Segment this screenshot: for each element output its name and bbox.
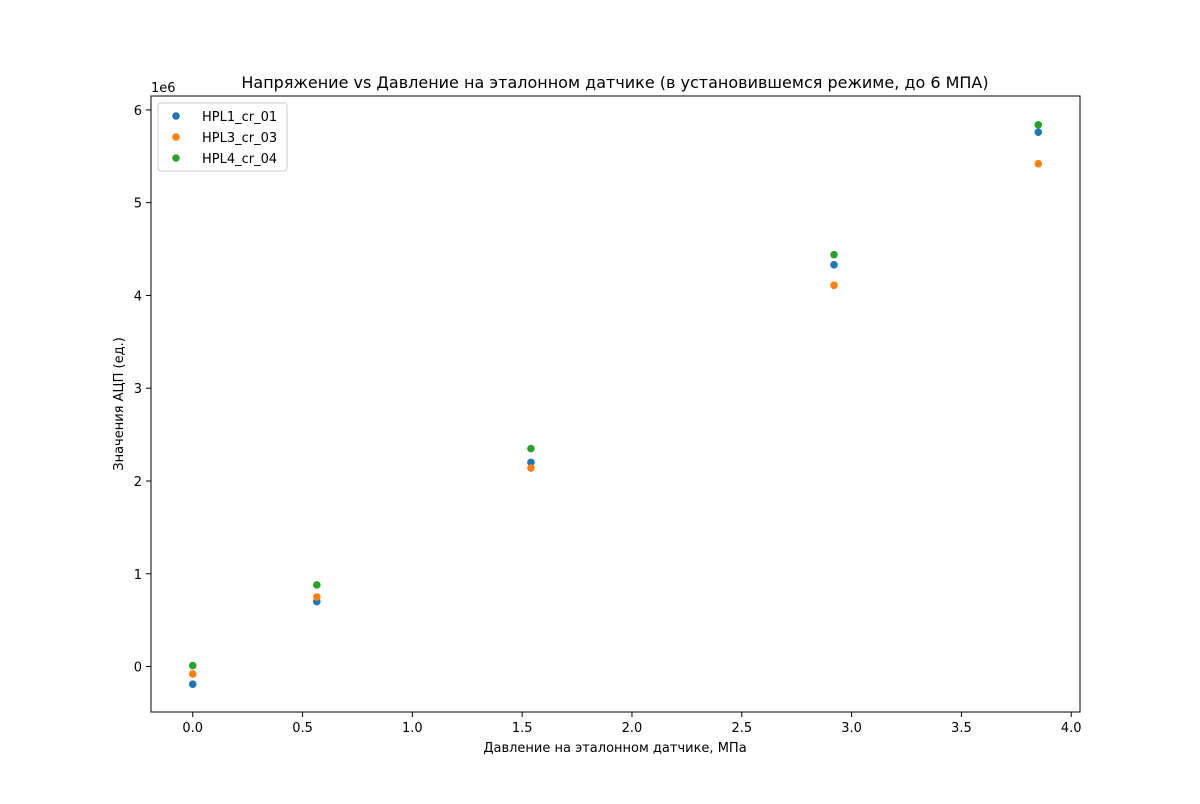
x-tick-label: 4.0: [1061, 721, 1082, 736]
data-point-HPL3_cr_03: [188, 670, 197, 678]
data-point-HPL4_cr_04: [527, 444, 535, 453]
data-points: [188, 120, 1043, 688]
data-point-HPL1_cr_01: [830, 261, 838, 269]
data-point-HPL4_cr_04: [313, 581, 321, 589]
y-axis-label: Значения АЦП (ед.): [112, 337, 127, 471]
legend: HPL1_cr_01 HPL3_cr_03 HPL4_cr_04: [157, 102, 288, 172]
y-tick-label: 2: [134, 475, 142, 490]
legend-label: HPL4_cr_04: [202, 152, 277, 167]
y-tick-label: 4: [134, 289, 142, 304]
x-tick-label: 3.0: [841, 721, 862, 736]
chart-title: Напряжение vs Давление на эталонном датч…: [241, 73, 988, 92]
data-point-HPL3_cr_03: [830, 281, 838, 290]
legend-marker: [172, 112, 180, 120]
y-axis-offset-label: 1e6: [151, 81, 176, 96]
data-point-HPL1_cr_01: [1034, 128, 1043, 136]
x-tick-label: 0.0: [182, 721, 203, 736]
x-tick-label: 0.5: [292, 721, 313, 736]
x-axis-label: Давление на эталонном датчике, МПа: [483, 741, 746, 756]
x-axis-ticks: 0.0 0.5 1.0 1.5 2.0 2.5 3.0 3.5 4.0: [182, 712, 1082, 736]
data-point-HPL4_cr_04: [1034, 120, 1043, 129]
data-point-HPL1_cr_01: [188, 680, 197, 688]
x-tick-label: 1.0: [402, 721, 423, 736]
y-tick-label: 0: [134, 661, 142, 676]
y-tick-label: 5: [134, 197, 142, 212]
y-tick-label: 6: [134, 104, 142, 119]
data-point-HPL3_cr_03: [313, 593, 321, 601]
legend-marker: [172, 154, 180, 162]
x-tick-label: 2.5: [731, 721, 752, 736]
x-tick-label: 3.5: [951, 721, 972, 736]
y-tick-label: 3: [134, 382, 142, 397]
legend-box: [157, 102, 288, 172]
data-point-HPL4_cr_04: [830, 250, 838, 259]
x-tick-label: 1.5: [512, 721, 533, 736]
y-axis-ticks: 0 1 2 3 4 5 6: [134, 104, 151, 676]
plot-area: [150, 95, 1081, 713]
data-point-HPL1_cr_01: [527, 458, 535, 467]
legend-label: HPL3_cr_03: [202, 131, 277, 146]
legend-marker: [172, 133, 180, 141]
data-point-HPL4_cr_04: [188, 661, 197, 670]
x-tick-label: 2.0: [622, 721, 643, 736]
data-point-HPL3_cr_03: [1034, 159, 1043, 168]
legend-label: HPL1_cr_01: [202, 110, 277, 125]
data-point-HPL3_cr_03: [527, 464, 535, 472]
y-tick-label: 1: [134, 568, 142, 583]
